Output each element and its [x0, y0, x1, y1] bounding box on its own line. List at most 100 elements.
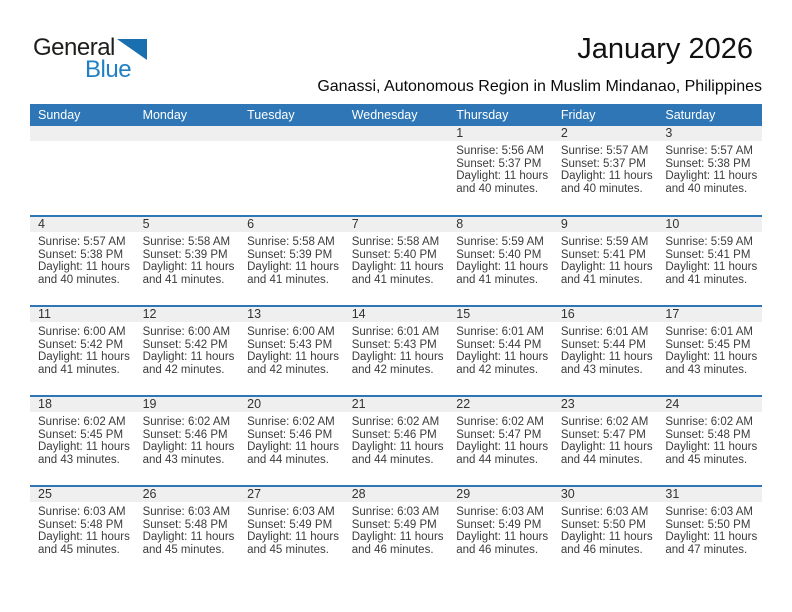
- detail-line: Sunset: 5:49 PM: [456, 518, 542, 531]
- day-number: 21: [343, 397, 449, 412]
- detail-line: Sunrise: 5:59 AM: [456, 236, 544, 248]
- detail-line: Sunrise: 5:57 AM: [560, 145, 649, 157]
- day-sun-details: Sunrise: 6:02 AM Sunset: 5:46 PM Daylight:…: [344, 412, 449, 466]
- detail-line: Daylight: 11 hours: [665, 261, 758, 273]
- day-cell: 21 Sunrise: 6:02 AM Sunset: 5:46 PM Dayligh…: [343, 396, 449, 486]
- detail-line: Sunrise: 5:58 AM: [142, 236, 231, 248]
- weekday-header-row: Sunday Monday Tuesday Wednesday Thursday Frid…: [30, 104, 762, 126]
- empty-day-cell: [239, 126, 344, 216]
- detail-line: Daylight: 11 hours: [456, 531, 549, 543]
- day-cell: 6 Sunrise: 5:58 AM Sunset: 5:39 PM Daylight…: [239, 216, 344, 306]
- day-cell: 16 Sunrise: 6:01 AM Sunset: 5:44 PM Dayligh…: [552, 306, 658, 396]
- weekday-header: Sunday: [30, 104, 135, 126]
- detail-line: Sunrise: 6:01 AM: [456, 326, 544, 338]
- day-number: 30: [552, 487, 658, 502]
- detail-line: Daylight: 11 hours: [665, 170, 758, 182]
- detail-line: Daylight: 11 hours: [247, 441, 339, 453]
- detail-line: and 40 minutes.: [38, 273, 120, 286]
- detail-line: and 42 minutes.: [142, 363, 225, 376]
- detail-line: Sunrise: 5:57 AM: [665, 145, 753, 157]
- detail-line: and 47 minutes.: [665, 543, 748, 556]
- day-sun-details: Sunrise: 6:02 AM Sunset: 5:46 PM Daylight:…: [239, 412, 344, 466]
- detail-line: and 41 minutes.: [142, 273, 225, 286]
- day-number: 20: [239, 397, 344, 412]
- detail-line: Sunset: 5:38 PM: [38, 248, 124, 261]
- detail-line: Sunrise: 6:03 AM: [351, 506, 440, 518]
- day-number: 15: [448, 307, 553, 322]
- day-number: 2: [552, 126, 658, 141]
- day-number: 17: [657, 307, 762, 322]
- detail-line: Sunrise: 6:02 AM: [560, 416, 649, 428]
- day-cell: 9 Sunrise: 5:59 AM Sunset: 5:41 PM Daylight…: [552, 216, 658, 306]
- weekday-header: Thursday: [448, 104, 553, 126]
- day-sun-details: Sunrise: 6:00 AM Sunset: 5:43 PM Daylight:…: [239, 322, 344, 376]
- detail-line: Sunrise: 6:03 AM: [142, 506, 231, 518]
- detail-line: Sunrise: 5:56 AM: [456, 145, 544, 157]
- detail-line: Daylight: 11 hours: [38, 261, 130, 273]
- day-sun-details: Sunrise: 5:59 AM Sunset: 5:41 PM Daylight:…: [553, 232, 658, 286]
- day-cell: 12 Sunrise: 6:00 AM Sunset: 5:42 PM Dayligh…: [134, 306, 240, 396]
- day-sun-details: Sunrise: 6:01 AM Sunset: 5:44 PM Daylight:…: [553, 322, 658, 376]
- detail-line: Sunset: 5:46 PM: [351, 428, 437, 441]
- detail-line: and 41 minutes.: [665, 273, 748, 286]
- day-sun-details: Sunrise: 6:01 AM Sunset: 5:45 PM Daylight:…: [657, 322, 762, 376]
- detail-line: Daylight: 11 hours: [351, 531, 444, 543]
- detail-line: Sunset: 5:48 PM: [142, 518, 228, 531]
- day-sun-details: Sunrise: 6:02 AM Sunset: 5:48 PM Daylight:…: [657, 412, 762, 466]
- detail-line: Sunrise: 6:02 AM: [351, 416, 440, 428]
- detail-line: Sunrise: 6:03 AM: [247, 506, 335, 518]
- day-sun-details: Sunrise: 6:02 AM Sunset: 5:47 PM Daylight:…: [553, 412, 658, 466]
- day-number: 7: [343, 217, 449, 232]
- detail-line: Sunrise: 6:01 AM: [351, 326, 440, 338]
- weekday-header: Wednesday: [343, 104, 449, 126]
- detail-line: and 44 minutes.: [247, 453, 329, 466]
- day-sun-details: Sunrise: 6:03 AM Sunset: 5:49 PM Daylight:…: [448, 502, 553, 556]
- empty-day-cell: [134, 126, 240, 216]
- day-sun-details: Sunrise: 5:59 AM Sunset: 5:41 PM Daylight:…: [657, 232, 762, 286]
- detail-line: and 44 minutes.: [456, 453, 539, 466]
- detail-line: Daylight: 11 hours: [142, 441, 235, 453]
- detail-line: Daylight: 11 hours: [560, 261, 653, 273]
- day-cell: 17 Sunrise: 6:01 AM Sunset: 5:45 PM Dayligh…: [657, 306, 762, 396]
- detail-line: Sunset: 5:49 PM: [351, 518, 437, 531]
- logo-text-general: General: [33, 34, 115, 61]
- day-sun-details: Sunrise: 5:58 AM Sunset: 5:40 PM Daylight:…: [344, 232, 449, 286]
- detail-line: Sunset: 5:44 PM: [456, 338, 542, 351]
- detail-line: Daylight: 11 hours: [142, 261, 235, 273]
- detail-line: Sunset: 5:41 PM: [665, 248, 751, 261]
- day-sun-details: Sunrise: 6:03 AM Sunset: 5:48 PM Daylight:…: [135, 502, 240, 556]
- day-sun-details: Sunrise: 5:57 AM Sunset: 5:38 PM Daylight:…: [657, 141, 762, 195]
- logo-triangle-icon: [116, 38, 147, 64]
- day-sun-details: Sunrise: 6:03 AM Sunset: 5:49 PM Daylight:…: [344, 502, 449, 556]
- detail-line: Daylight: 11 hours: [38, 531, 130, 543]
- detail-line: Daylight: 11 hours: [456, 441, 549, 453]
- detail-line: Sunset: 5:39 PM: [247, 248, 333, 261]
- week-row: 11 Sunrise: 6:00 AM Sunset: 5:42 PM Dayligh…: [30, 306, 762, 396]
- day-number: [343, 126, 449, 141]
- day-cell: 27 Sunrise: 6:03 AM Sunset: 5:49 PM Dayligh…: [239, 486, 344, 576]
- detail-line: and 42 minutes.: [456, 363, 539, 376]
- day-sun-details: Sunrise: 6:01 AM Sunset: 5:43 PM Daylight:…: [344, 322, 449, 376]
- detail-line: Sunset: 5:42 PM: [142, 338, 228, 351]
- detail-line: Sunset: 5:41 PM: [560, 248, 646, 261]
- detail-line: Sunrise: 5:57 AM: [38, 236, 126, 248]
- day-cell: 11 Sunrise: 6:00 AM Sunset: 5:42 PM Dayligh…: [30, 306, 135, 396]
- detail-line: and 45 minutes.: [142, 543, 225, 556]
- day-number: 11: [30, 307, 135, 322]
- day-cell: 7 Sunrise: 5:58 AM Sunset: 5:40 PM Daylight…: [343, 216, 449, 306]
- detail-line: and 41 minutes.: [38, 363, 120, 376]
- weekday-header: Tuesday: [239, 104, 344, 126]
- day-sun-details: Sunrise: 6:03 AM Sunset: 5:50 PM Daylight:…: [553, 502, 658, 556]
- detail-line: Sunrise: 6:02 AM: [665, 416, 753, 428]
- detail-line: Sunset: 5:46 PM: [247, 428, 333, 441]
- day-number: [30, 126, 135, 141]
- day-sun-details: Sunrise: 5:57 AM Sunset: 5:37 PM Daylight:…: [553, 141, 658, 195]
- detail-line: and 44 minutes.: [351, 453, 434, 466]
- detail-line: Daylight: 11 hours: [456, 170, 549, 182]
- detail-line: Daylight: 11 hours: [456, 261, 549, 273]
- detail-line: Sunrise: 6:02 AM: [38, 416, 126, 428]
- day-sun-details: Sunrise: 6:03 AM Sunset: 5:50 PM Daylight:…: [657, 502, 762, 556]
- detail-line: Sunset: 5:42 PM: [38, 338, 124, 351]
- detail-line: and 43 minutes.: [560, 363, 643, 376]
- day-cell: 15 Sunrise: 6:01 AM Sunset: 5:44 PM Dayligh…: [448, 306, 553, 396]
